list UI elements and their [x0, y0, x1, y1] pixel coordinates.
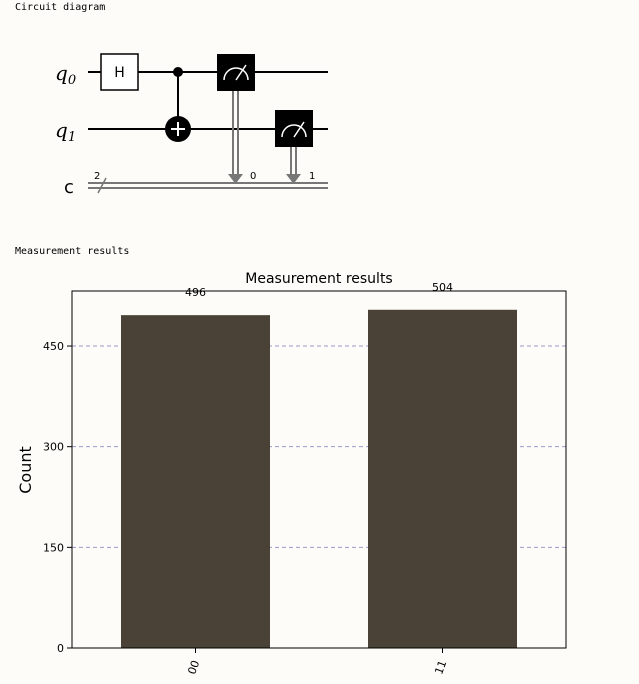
cnot-control-dot: [173, 67, 183, 77]
classical-label: c: [64, 177, 74, 198]
y-axis-label: Count: [16, 446, 35, 494]
y-tick-label: 0: [57, 642, 64, 655]
results-caption: Measurement results: [15, 246, 130, 257]
h-gate-label: H: [114, 65, 125, 81]
data-label: 504: [432, 281, 453, 294]
measure-0-bit: 0: [250, 171, 256, 182]
qubit-1-label: q1: [55, 118, 76, 145]
measure-1-bit: 1: [309, 171, 315, 182]
meter-icon: [223, 67, 249, 81]
measurement-chart: Measurement results 0 150 300 450 00 11 496 5…: [16, 271, 567, 676]
y-axis-ticks: 0 150 300 450: [43, 340, 72, 655]
y-tick-label: 450: [43, 340, 64, 353]
x-tick-label: 00: [185, 659, 202, 677]
circuit-diagram: q0 q1 c 2 H 0 1: [55, 53, 328, 198]
x-axis-ticks: 00 11: [185, 648, 449, 676]
measure-gate-1: [275, 110, 313, 147]
measure-gate-0: [217, 54, 255, 91]
h-gate: [100, 53, 139, 91]
classical-width: 2: [94, 171, 100, 182]
data-labels: 496 504: [185, 281, 453, 299]
bars: [121, 309, 517, 648]
qubit-0-label: q0: [55, 61, 76, 88]
chart-title: Measurement results: [245, 271, 392, 287]
x-tick-label: 11: [432, 659, 449, 677]
measure-1-arrow: [286, 174, 301, 184]
meter-icon: [281, 124, 307, 138]
classical-bundle-slash: [97, 177, 107, 194]
y-tick-label: 300: [43, 441, 64, 454]
bar-00: [121, 315, 270, 648]
measure-0-arrow: [228, 174, 243, 184]
grid-lines: [72, 345, 566, 548]
data-label: 496: [185, 286, 206, 299]
plot-frame: [71, 290, 567, 649]
circuit-caption: Circuit diagram: [15, 2, 106, 13]
bar-11: [368, 309, 517, 648]
y-tick-label: 150: [43, 541, 64, 554]
